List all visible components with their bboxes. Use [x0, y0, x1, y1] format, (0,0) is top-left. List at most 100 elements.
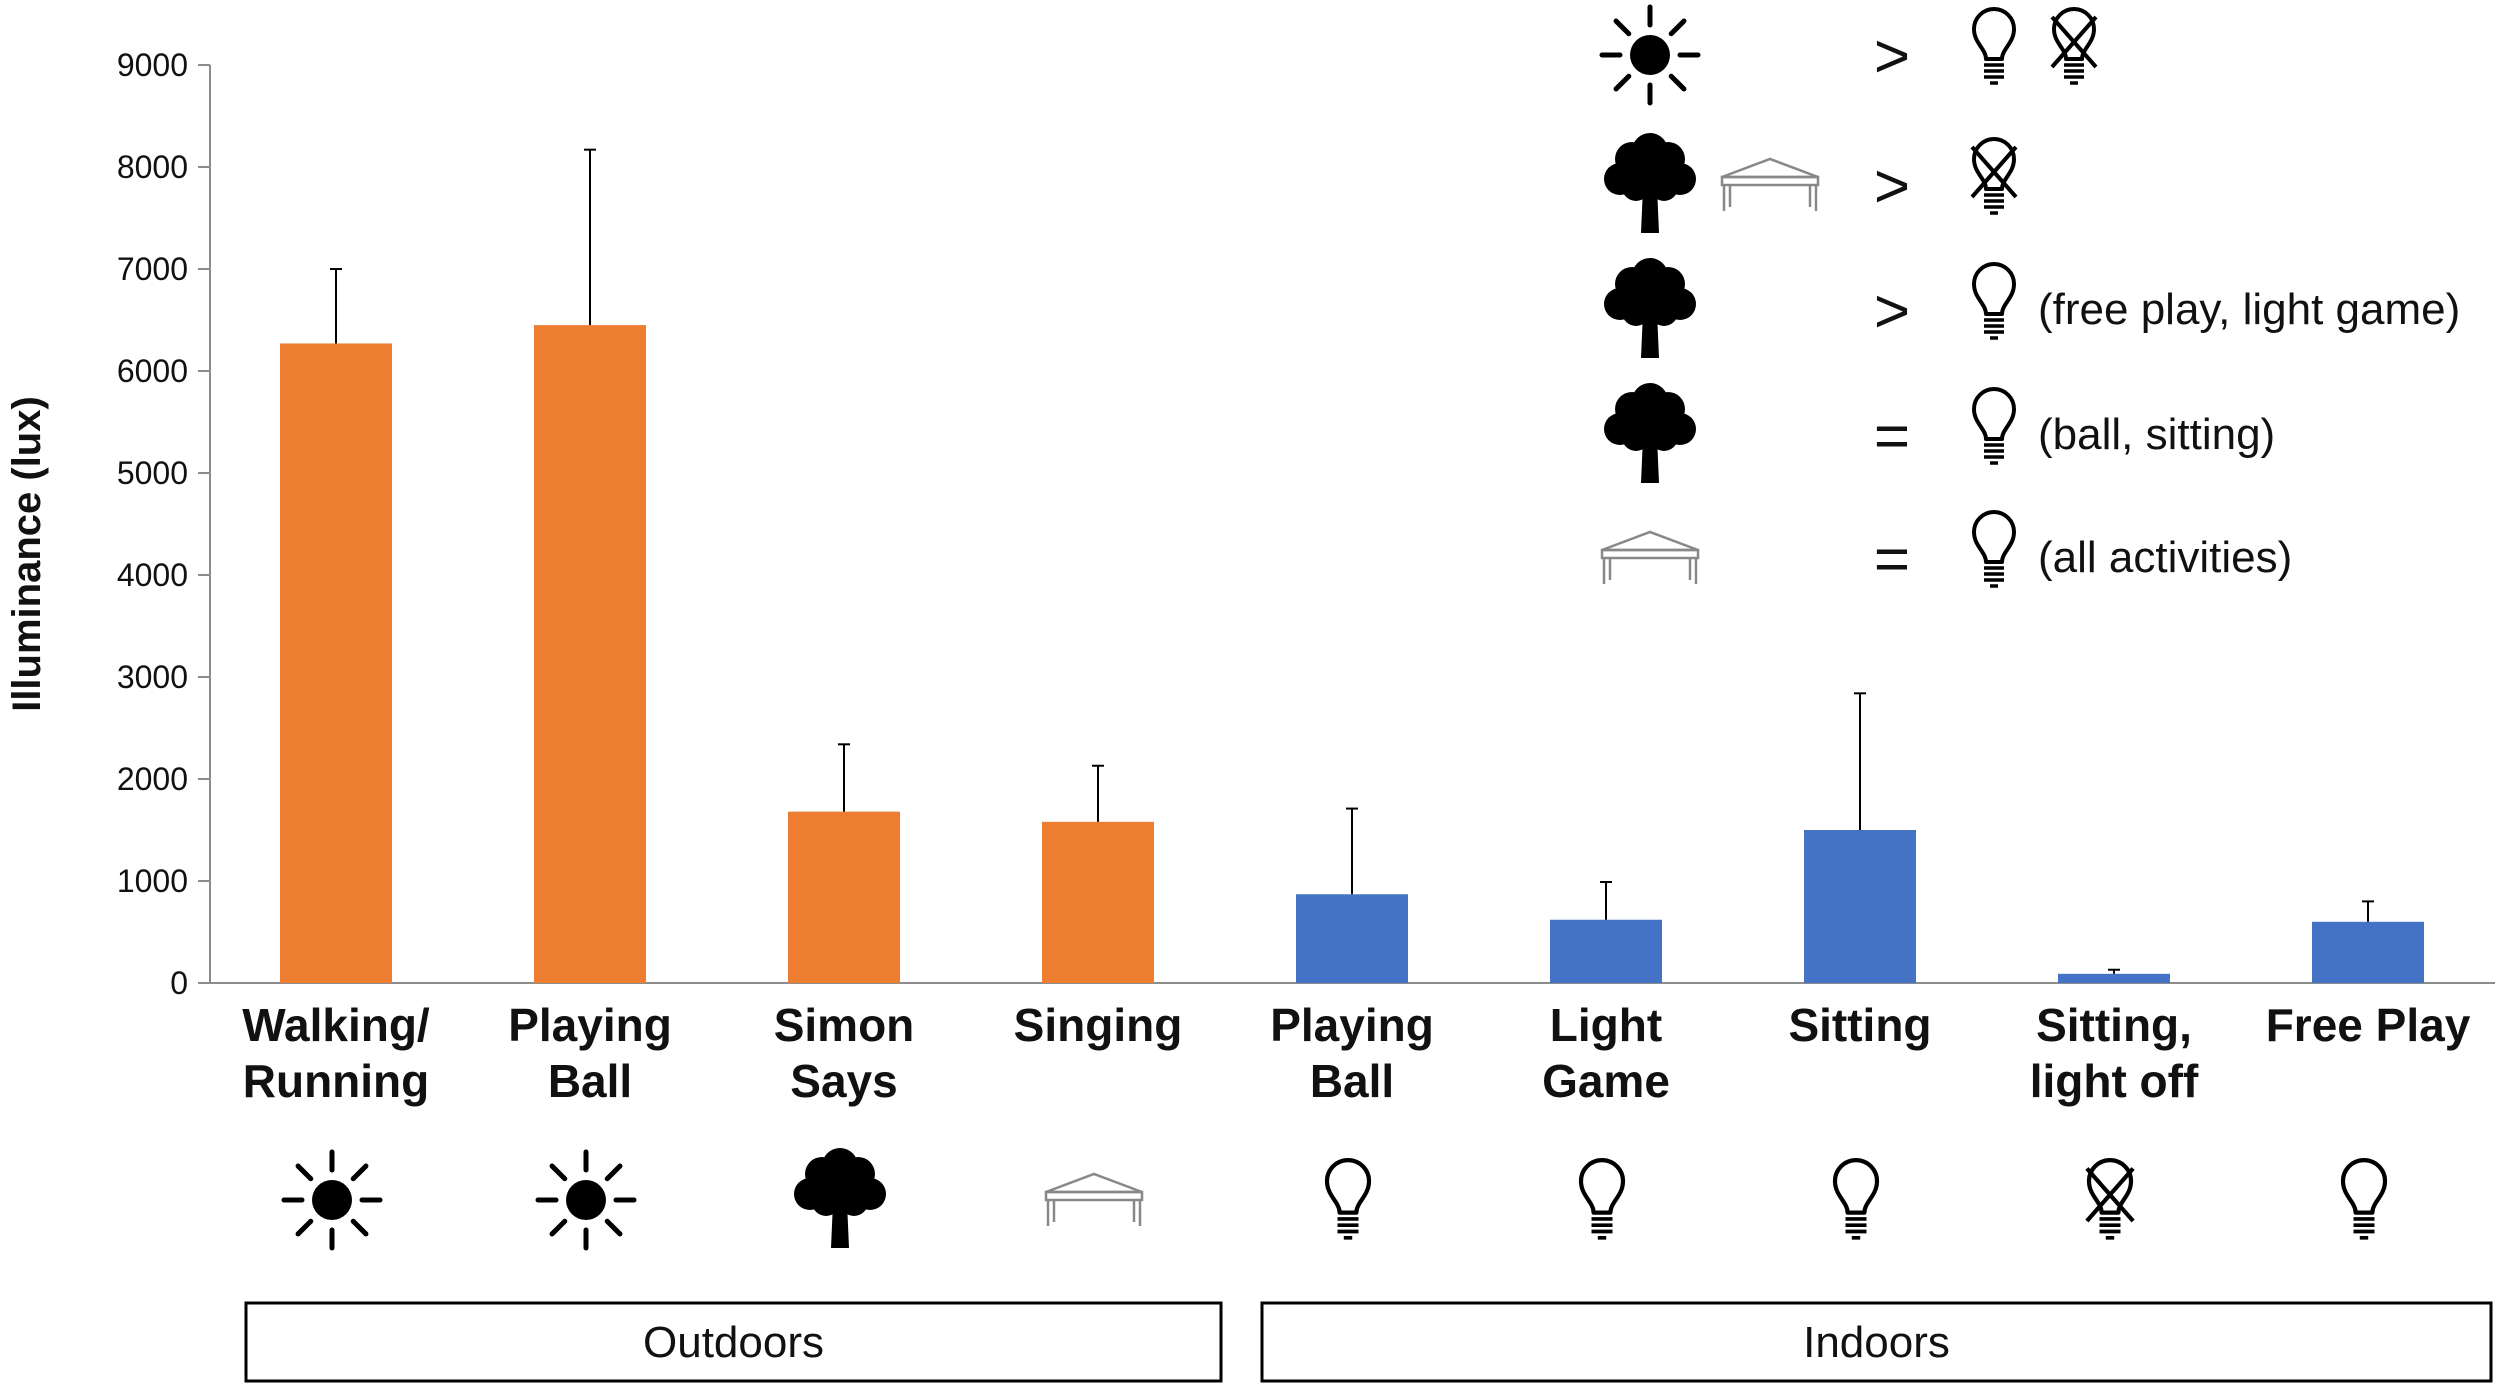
bulb-glass — [1972, 387, 2016, 441]
x-category-label: Walking/Running — [242, 999, 430, 1107]
y-tick-label: 8000 — [117, 149, 188, 185]
tent-icon — [1044, 1172, 1144, 1226]
bulb-glass — [2052, 7, 2096, 61]
bulb-cross — [1970, 145, 2018, 199]
x-category-label-line: Singing — [1014, 999, 1183, 1051]
x-category-label: Sitting, light off — [2030, 999, 2199, 1107]
x-category-label-line: Ball — [548, 1055, 632, 1107]
sun-ray — [549, 1163, 568, 1182]
bar — [1550, 919, 1662, 983]
tree-canopy — [1650, 173, 1678, 201]
bar — [1296, 894, 1408, 983]
sun-icon — [1599, 4, 1701, 106]
tent-roof — [1601, 530, 1699, 552]
y-tick-label: 9000 — [117, 47, 188, 83]
group-label: Outdoors — [643, 1318, 824, 1367]
lightbulb-off-icon — [1970, 137, 2018, 215]
x-category-label-line: light off — [2030, 1055, 2199, 1107]
group-box — [1260, 1301, 2493, 1383]
tent-roof — [1721, 157, 1819, 179]
sun-ray — [1668, 73, 1687, 92]
sun-core — [312, 1180, 352, 1220]
bulb-glass — [2086, 1158, 2134, 1215]
tree-icon — [1604, 258, 1696, 358]
lightbulb-icon — [1972, 387, 2016, 465]
tree-canopy — [812, 1188, 840, 1216]
tent-valance — [1044, 1190, 1144, 1202]
sun-ray — [295, 1163, 314, 1182]
x-category-label: Simon Says — [774, 999, 915, 1107]
x-category-label: Singing — [1014, 999, 1183, 1051]
x-category-label-line: Game — [1542, 1055, 1670, 1107]
x-category-label: Playing Ball — [508, 999, 672, 1107]
bar — [1042, 821, 1154, 983]
x-category-label-line: Playing — [1270, 999, 1434, 1051]
lightbulb-icon — [1578, 1158, 1626, 1240]
bulb-glass — [1578, 1158, 1626, 1215]
x-category-label-line: Sitting — [1788, 999, 1931, 1051]
x-category-label-line: Playing — [508, 999, 672, 1051]
bar — [2058, 973, 2170, 983]
lightbulb-icon — [1832, 1158, 1880, 1240]
tree-canopy — [1622, 423, 1650, 451]
bulb-glass — [1324, 1158, 1372, 1215]
x-category-label: Free Play — [2266, 999, 2471, 1051]
tent-icon — [1600, 530, 1700, 584]
sun-ray — [1613, 73, 1632, 92]
x-category-label-line: Walking/ — [242, 999, 430, 1051]
y-tick-label: 6000 — [117, 353, 188, 389]
tent-roof — [1045, 1172, 1143, 1194]
sun-ray — [1613, 18, 1632, 37]
y-tick-label: 4000 — [117, 557, 188, 593]
legend-operator: > — [1874, 277, 1910, 346]
y-tick-label: 1000 — [117, 863, 188, 899]
tent-icon — [1720, 157, 1820, 211]
legend-operator: > — [1874, 152, 1910, 221]
y-tick-label: 7000 — [117, 251, 188, 287]
bulb-cross — [2085, 1167, 2135, 1223]
y-tick-label: 2000 — [117, 761, 188, 797]
x-category-label-line: Running — [243, 1055, 430, 1107]
sun-core — [566, 1180, 606, 1220]
tree-canopy — [1622, 173, 1650, 201]
tree-canopy — [840, 1188, 868, 1216]
lightbulb-icon — [1324, 1158, 1372, 1240]
x-category-label: Light Game — [1542, 999, 1670, 1107]
x-category-label-line: Light — [1550, 999, 1662, 1051]
y-axis-label: Illuminance (lux) — [5, 396, 49, 712]
x-category-label-line: Ball — [1310, 1055, 1394, 1107]
tree-icon — [1604, 383, 1696, 483]
group-label: Indoors — [1803, 1318, 1950, 1367]
bar — [534, 325, 646, 984]
tree-canopy — [1622, 298, 1650, 326]
bar — [2312, 921, 2424, 983]
y-tick-label: 3000 — [117, 659, 188, 695]
lightbulb-icon — [1972, 7, 2016, 85]
lightbulb-off-icon — [2050, 7, 2098, 85]
tent-valance — [1600, 548, 1700, 560]
bulb-glass — [1972, 510, 2016, 564]
legend-operator: = — [1874, 402, 1910, 471]
bulb-glass — [1972, 7, 2016, 61]
x-category-label-line: Free Play — [2266, 999, 2471, 1051]
bulb-glass — [1972, 137, 2016, 191]
sun-ray — [350, 1218, 369, 1237]
lightbulb-off-icon — [2085, 1158, 2135, 1240]
x-category-label-line: Sitting, — [2036, 999, 2192, 1051]
sun-ray — [350, 1163, 369, 1182]
bulb-glass — [1832, 1158, 1880, 1215]
legend-operator: = — [1874, 525, 1910, 594]
y-tick-label: 5000 — [117, 455, 188, 491]
tree-icon — [794, 1148, 886, 1248]
lightbulb-icon — [2340, 1158, 2388, 1240]
bulb-glass — [1972, 262, 2016, 316]
bulb-glass — [2340, 1158, 2388, 1215]
sun-ray — [604, 1163, 623, 1182]
x-category-label: Sitting — [1788, 999, 1931, 1051]
legend-text: (ball, sitting) — [2038, 410, 2275, 459]
sun-icon — [535, 1149, 637, 1251]
bar — [788, 811, 900, 983]
y-tick-label: 0 — [170, 965, 188, 1001]
x-category-label: Playing Ball — [1270, 999, 1434, 1107]
sun-ray — [549, 1218, 568, 1237]
